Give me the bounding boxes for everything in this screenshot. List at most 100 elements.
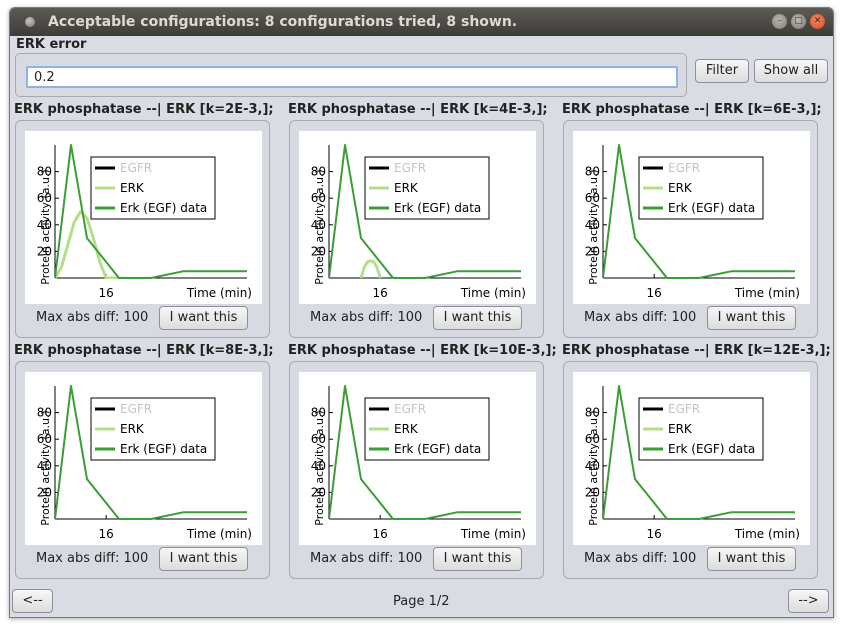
x-axis-label: Time (min) xyxy=(186,527,252,541)
i-want-this-button[interactable]: I want this xyxy=(433,547,522,571)
x-axis-label: Time (min) xyxy=(460,527,526,541)
legend-label: Erk (EGF) data xyxy=(668,201,755,215)
plot-area: 20 40 60 80 16 Time (min) Protein activity (a.… xyxy=(573,372,810,545)
show-all-button[interactable]: Show all xyxy=(754,59,828,83)
x-axis-label: Time (min) xyxy=(186,286,252,300)
y-tick-label: 20 xyxy=(311,244,326,258)
y-tick-label: 80 xyxy=(585,165,600,179)
erk-error-panel xyxy=(15,53,687,97)
i-want-this-button[interactable]: I want this xyxy=(159,306,248,330)
legend-label: Erk (EGF) data xyxy=(120,201,207,215)
config-title: ERK phosphatase --| ERK [k=10E-3,]; xyxy=(288,343,557,358)
line-chart: 20 40 60 80 16 Time (min) Protein activity (a.… xyxy=(311,385,526,541)
max-abs-diff-label: Max abs diff: 100 xyxy=(310,551,423,566)
x-axis-label: Time (min) xyxy=(734,286,800,300)
x-tick-label: 16 xyxy=(647,286,662,300)
max-abs-diff-label: Max abs diff: 100 xyxy=(310,310,423,325)
y-tick-label: 80 xyxy=(311,406,326,420)
plot-area: 20 40 60 80 16 Time (min) Protein activity (a.… xyxy=(573,131,810,304)
erk-error-input[interactable] xyxy=(26,66,678,88)
series-line-erk-egf-data xyxy=(603,385,795,520)
line-chart: 20 40 60 80 16 Time (min) Protein activity (a.… xyxy=(585,385,800,541)
legend-label: EGFR xyxy=(394,161,426,175)
config-title: ERK phosphatase --| ERK [k=8E-3,]; xyxy=(14,343,274,358)
config-panel: 20 40 60 80 16 Time (min) Protein activity (a.… xyxy=(289,361,544,579)
y-tick-label: 80 xyxy=(37,165,52,179)
config-panel: 20 40 60 80 16 Time (min) Protein activity (a.… xyxy=(289,120,544,338)
config-panel: 20 40 60 80 16 Time (min) Protein activity (a.… xyxy=(563,120,818,338)
legend-label: Erk (EGF) data xyxy=(120,442,207,456)
y-tick-label: 60 xyxy=(37,432,52,446)
window-title: Acceptable configurations: 8 configurati… xyxy=(48,14,518,30)
plot-area: 20 40 60 80 16 Time (min) Protein activity (a.… xyxy=(299,372,536,545)
legend-label: ERK xyxy=(668,422,693,436)
x-tick-label: 16 xyxy=(647,527,662,541)
plot-area: 20 40 60 80 16 Time (min) Protein activity (a.… xyxy=(299,131,536,304)
config-title: ERK phosphatase --| ERK [k=4E-3,]; xyxy=(288,102,548,117)
legend-label: EGFR xyxy=(668,161,700,175)
max-abs-diff-label: Max abs diff: 100 xyxy=(36,551,149,566)
legend-label: ERK xyxy=(120,422,145,436)
previous-page-button[interactable]: <-- xyxy=(12,589,53,613)
filter-button[interactable]: Filter xyxy=(695,59,749,83)
erk-error-label: ERK error xyxy=(16,37,87,52)
y-tick-label: 20 xyxy=(311,485,326,499)
legend-label: ERK xyxy=(668,181,693,195)
y-axis-label: Protein activity (a.u.) xyxy=(39,410,52,525)
series-line-erk xyxy=(55,210,119,279)
config-panel: 20 40 60 80 16 Time (min) Protein activity (a.… xyxy=(15,361,270,579)
minimize-icon[interactable]: – xyxy=(772,14,787,29)
y-tick-label: 20 xyxy=(585,485,600,499)
y-tick-label: 40 xyxy=(37,218,52,232)
config-title: ERK phosphatase --| ERK [k=2E-3,]; xyxy=(14,102,274,117)
line-chart: 20 40 60 80 16 Time (min) Protein activity (a.… xyxy=(37,385,252,541)
legend-label: EGFR xyxy=(668,402,700,416)
y-tick-label: 20 xyxy=(585,244,600,258)
config-title: ERK phosphatase --| ERK [k=6E-3,]; xyxy=(562,102,822,117)
legend-label: Erk (EGF) data xyxy=(668,442,755,456)
max-abs-diff-label: Max abs diff: 100 xyxy=(584,310,697,325)
legend-label: ERK xyxy=(120,181,145,195)
legend-label: EGFR xyxy=(120,161,152,175)
i-want-this-button[interactable]: I want this xyxy=(707,547,796,571)
y-tick-label: 60 xyxy=(311,191,326,205)
legend-label: ERK xyxy=(394,181,419,195)
x-tick-label: 16 xyxy=(373,527,388,541)
max-abs-diff-label: Max abs diff: 100 xyxy=(36,310,149,325)
y-axis-label: Protein activity (a.u.) xyxy=(587,169,600,284)
y-tick-label: 80 xyxy=(37,406,52,420)
plot-area: 20 40 60 80 16 Time (min) Protein activity (a.… xyxy=(25,131,262,304)
maximize-icon[interactable]: □ xyxy=(791,14,806,29)
title-bar[interactable]: Acceptable configurations: 8 configurati… xyxy=(10,8,833,36)
y-tick-label: 60 xyxy=(37,191,52,205)
plot-area: 20 40 60 80 16 Time (min) Protein activity (a.… xyxy=(25,372,262,545)
configurations-window: Acceptable configurations: 8 configurati… xyxy=(9,7,834,618)
i-want-this-button[interactable]: I want this xyxy=(707,306,796,330)
config-panel: 20 40 60 80 16 Time (min) Protein activity (a.… xyxy=(563,361,818,579)
y-tick-label: 20 xyxy=(37,244,52,258)
series-line-erk-egf-data xyxy=(603,144,795,279)
i-want-this-button[interactable]: I want this xyxy=(433,306,522,330)
legend-label: EGFR xyxy=(120,402,152,416)
y-tick-label: 60 xyxy=(311,432,326,446)
series-line-erk-egf-data xyxy=(55,385,247,520)
y-tick-label: 20 xyxy=(37,485,52,499)
i-want-this-button[interactable]: I want this xyxy=(159,547,248,571)
y-tick-label: 60 xyxy=(585,191,600,205)
x-tick-label: 16 xyxy=(373,286,388,300)
window-menu-icon[interactable] xyxy=(25,17,35,27)
legend-label: Erk (EGF) data xyxy=(394,442,481,456)
series-line-erk-egf-data xyxy=(329,385,521,520)
y-tick-label: 40 xyxy=(585,218,600,232)
x-tick-label: 16 xyxy=(99,286,114,300)
close-icon[interactable]: ✕ xyxy=(810,14,825,29)
line-chart: 20 40 60 80 16 Time (min) Protein activity (a.… xyxy=(585,144,800,300)
next-page-button[interactable]: --> xyxy=(788,589,829,613)
x-tick-label: 16 xyxy=(99,527,114,541)
series-line-erk-egf-data xyxy=(329,144,521,279)
y-tick-label: 40 xyxy=(311,459,326,473)
y-axis-label: Protein activity (a.u.) xyxy=(39,169,52,284)
max-abs-diff-label: Max abs diff: 100 xyxy=(584,551,697,566)
legend-label: ERK xyxy=(394,422,419,436)
y-tick-label: 40 xyxy=(311,218,326,232)
